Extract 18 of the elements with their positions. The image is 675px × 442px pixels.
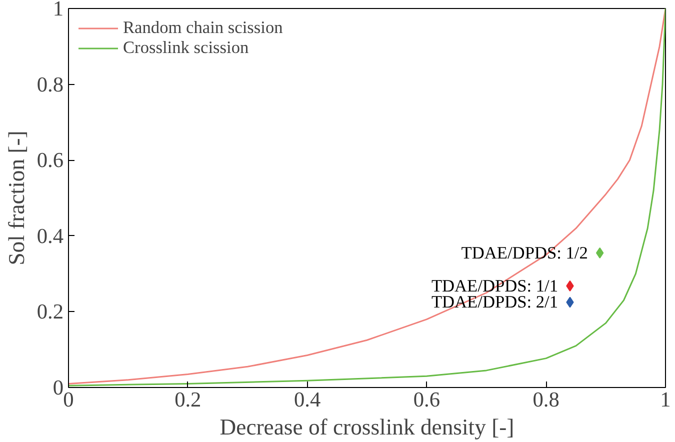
series-label: TDAE/DPDS: 1/2 <box>461 243 588 262</box>
x-tick-label: 0.4 <box>294 388 321 412</box>
y-tick-label: 0.8 <box>36 72 64 96</box>
x-tick-label: 0.2 <box>174 388 202 412</box>
x-tick-label: 0.6 <box>413 388 440 412</box>
legend-label: Random chain scission <box>123 18 283 38</box>
x-tick-label: 0.8 <box>532 388 560 412</box>
series-label: TDAE/DPDS: 1/1 <box>431 276 558 296</box>
point <box>596 247 604 258</box>
y-axis-title: Sol fraction [-] <box>4 130 29 266</box>
y-tick-label: 0.6 <box>36 148 64 172</box>
series-label: TDAE/DPDS: 2/1 <box>431 292 558 312</box>
x-axis-title: Decrease of crosslink density [-] <box>220 414 514 440</box>
y-tick-label: 0.4 <box>36 224 64 248</box>
legend-label: Crosslink scission <box>123 38 249 58</box>
y-tick-label: 0.2 <box>36 300 64 324</box>
y-tick-label: 1 <box>52 0 64 20</box>
x-tick-label: 1 <box>660 388 671 412</box>
